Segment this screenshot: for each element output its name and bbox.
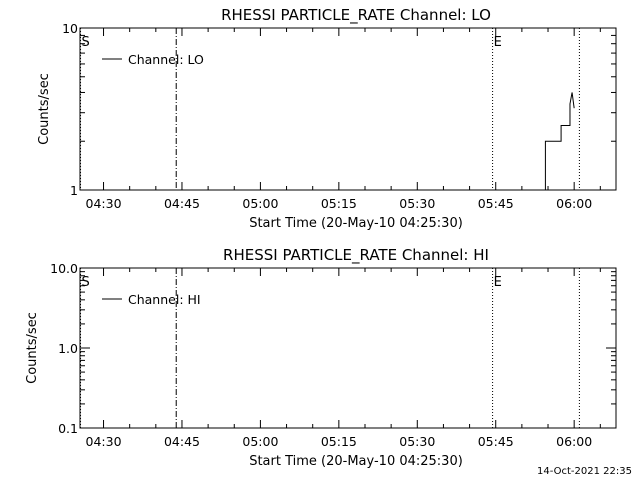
y-axis-label: Counts/sec xyxy=(37,73,52,145)
x-tick-label: 04:45 xyxy=(164,434,200,449)
chart-title: RHESSI PARTICLE_RATE Channel: LO xyxy=(221,6,491,25)
x-tick-label: 05:15 xyxy=(321,434,357,449)
y-tick-label: 10 xyxy=(62,21,78,36)
x-tick-label: 06:00 xyxy=(556,434,592,449)
y-tick-label: 1 xyxy=(70,183,78,198)
plot-frame xyxy=(79,27,617,191)
x-tick-label: 05:30 xyxy=(399,196,435,211)
y-tick-label: 0.1 xyxy=(58,421,78,436)
x-tick-label: 05:30 xyxy=(399,434,435,449)
footer-timestamp: 14-Oct-2021 22:35 xyxy=(537,466,632,477)
x-tick-label: 05:15 xyxy=(321,196,357,211)
x-axis-label: Start Time (20-May-10 04:25:30) xyxy=(249,454,463,469)
y-tick-label: 10.0 xyxy=(50,261,78,276)
event-marker-label: S xyxy=(82,275,90,290)
x-tick-label: 05:00 xyxy=(242,196,278,211)
x-tick-label: 04:30 xyxy=(86,196,122,211)
x-tick-label: 06:00 xyxy=(556,196,592,211)
x-tick-label: 04:30 xyxy=(86,434,122,449)
event-marker-label: E xyxy=(494,35,502,50)
data-series-line xyxy=(544,92,575,190)
legend-entry: Channel: LO xyxy=(128,52,204,67)
event-marker-label: S xyxy=(82,35,90,50)
legend-entry: Channel: HI xyxy=(128,292,201,307)
x-tick-label: 04:45 xyxy=(164,196,200,211)
chart-title: RHESSI PARTICLE_RATE Channel: HI xyxy=(223,246,489,265)
x-axis-label: Start Time (20-May-10 04:25:30) xyxy=(249,216,463,231)
y-axis-label: Counts/sec xyxy=(25,312,40,384)
x-tick-label: 05:45 xyxy=(478,434,514,449)
chart-panel-2: RHESSI PARTICLE_RATE Channel: HI Start Ti… xyxy=(25,246,617,469)
chart-panel-1: RHESSI PARTICLE_RATE Channel: LO Start Ti… xyxy=(37,6,617,231)
event-marker-label: E xyxy=(494,275,502,290)
x-tick-label: 05:45 xyxy=(478,196,514,211)
y-tick-label: 1.0 xyxy=(58,341,78,356)
x-tick-label: 05:00 xyxy=(242,434,278,449)
